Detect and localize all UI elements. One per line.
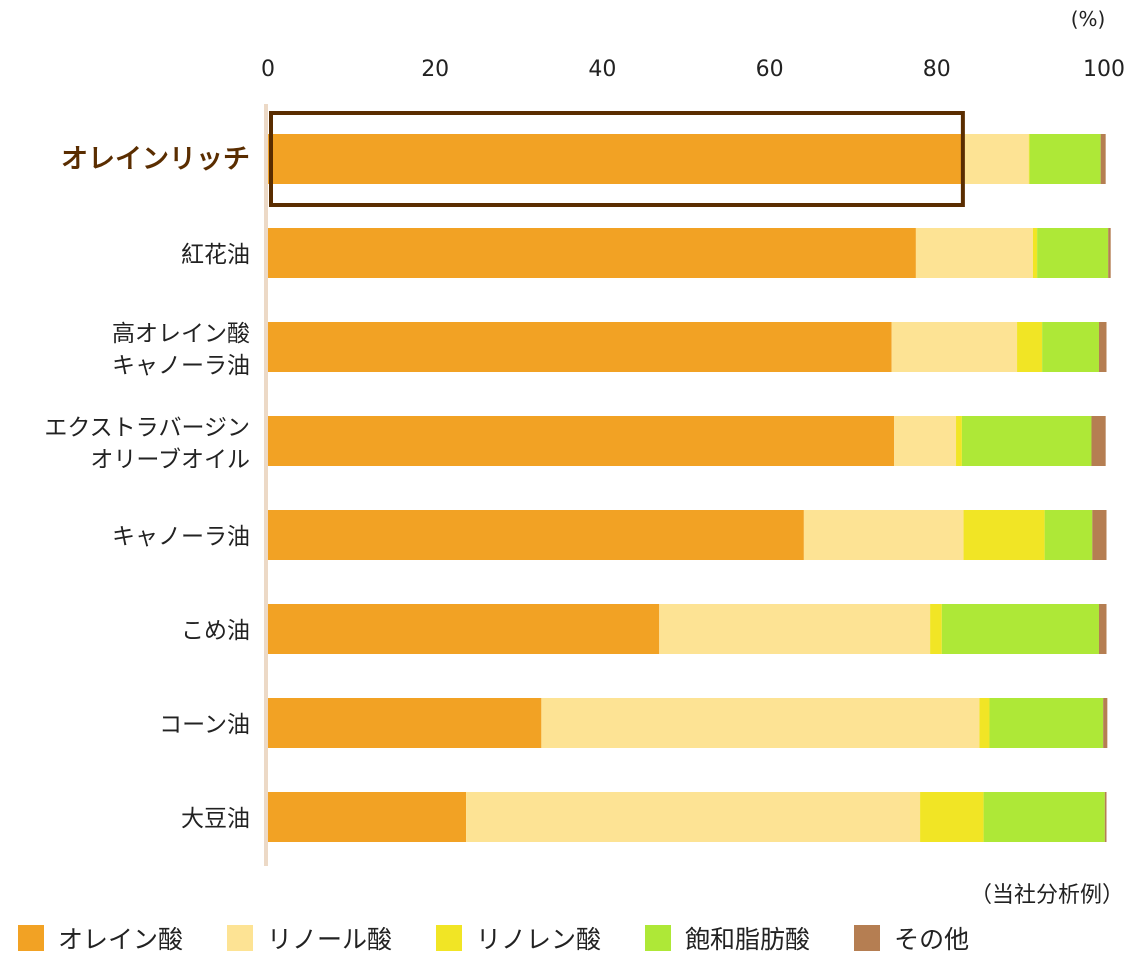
category-label: オリーブオイル (90, 447, 250, 473)
bar-segment (989, 698, 1104, 748)
category-label: エクストラバージン (44, 415, 250, 441)
bar-segment (268, 134, 962, 184)
bar-segment (1108, 228, 1111, 278)
category-label: 紅花油 (181, 242, 250, 268)
bar-segment (920, 792, 984, 842)
x-tick-label: 100 (1083, 57, 1125, 82)
bar-segment (1032, 228, 1038, 278)
stacked-bar-chart: (%)0 20 40 60 80 100オレインリッチ紅花油高オレイン酸キャノーラ油エクス… (44, 7, 1125, 866)
bar-segment (659, 604, 931, 654)
analysis-note: （当社分析例） (969, 883, 1124, 908)
legend-swatch (436, 925, 463, 951)
x-tick-label: 80 (923, 57, 951, 82)
bar-segment (1100, 134, 1106, 184)
bar-segment (915, 228, 1033, 278)
legend-label: リノール酸 (267, 925, 393, 954)
bar-segment (268, 792, 467, 842)
bar-segment (956, 416, 962, 466)
legend-label: その他 (894, 925, 970, 954)
category-label: こめ油 (181, 618, 250, 644)
legend-item: リノレン酸 (436, 920, 601, 956)
bar-segment (1042, 322, 1099, 372)
legend-swatch (227, 925, 254, 951)
legend-item: オレイン酸 (18, 920, 183, 956)
category-label: 高オレイン酸 (112, 321, 250, 347)
bar-segment (894, 416, 957, 466)
bar-segment (541, 698, 980, 748)
bar-segment (961, 416, 1092, 466)
bar-segment (930, 604, 942, 654)
legend-label: オレイン酸 (58, 925, 184, 954)
bar-segment (268, 698, 542, 748)
bar-segment (268, 228, 916, 278)
legend-item: その他 (854, 920, 969, 956)
bar-segment (979, 698, 990, 748)
bar-segment (1037, 228, 1109, 278)
bar-segment (1017, 322, 1043, 372)
category-label: 大豆油 (181, 806, 250, 832)
legend-swatch (18, 925, 44, 951)
x-tick-label: 0 (261, 57, 275, 82)
category-label: コーン油 (159, 712, 250, 738)
unit-label: (%) (1071, 7, 1106, 31)
bar-segment (268, 416, 895, 466)
bar-segment (1028, 134, 1030, 184)
bar-segment (1091, 416, 1106, 466)
highlight-frame (269, 111, 965, 207)
bar-segment (963, 510, 1045, 560)
bar-segment (466, 792, 921, 842)
bar-segment (268, 510, 804, 560)
legend-swatch (854, 925, 881, 951)
x-tick-label: 40 (588, 57, 616, 82)
bar-segment (1098, 322, 1107, 372)
legend-label: 飽和脂肪酸 (685, 925, 811, 954)
bar-segment (983, 792, 1105, 842)
legend-label: リノレン酸 (476, 925, 602, 954)
legend-item: 飽和脂肪酸 (645, 920, 810, 956)
category-label: キャノーラ油 (112, 353, 250, 379)
bar-segment (1092, 510, 1107, 560)
bar-segment (961, 134, 1029, 184)
bar-segment (268, 322, 892, 372)
x-tick-label: 60 (756, 57, 784, 82)
bar-segment (268, 604, 660, 654)
bar-segment (891, 322, 1018, 372)
legend-item: リノール酸 (227, 920, 392, 956)
bar-segment (1104, 792, 1107, 842)
category-label: キャノーラ油 (112, 524, 250, 550)
x-tick-label: 20 (421, 57, 449, 82)
bar-segment (1103, 698, 1108, 748)
bar-segment (803, 510, 964, 560)
legend-swatch (645, 925, 672, 951)
highlighted-category-label: オレインリッチ (61, 144, 250, 175)
bar-segment (1098, 604, 1107, 654)
bar-segment (1029, 134, 1101, 184)
legend: オレイン酸 リノール酸 リノレン酸 飽和脂肪酸 その他 (18, 920, 1013, 956)
bar-segment (1044, 510, 1093, 560)
bar-segment (941, 604, 1099, 654)
